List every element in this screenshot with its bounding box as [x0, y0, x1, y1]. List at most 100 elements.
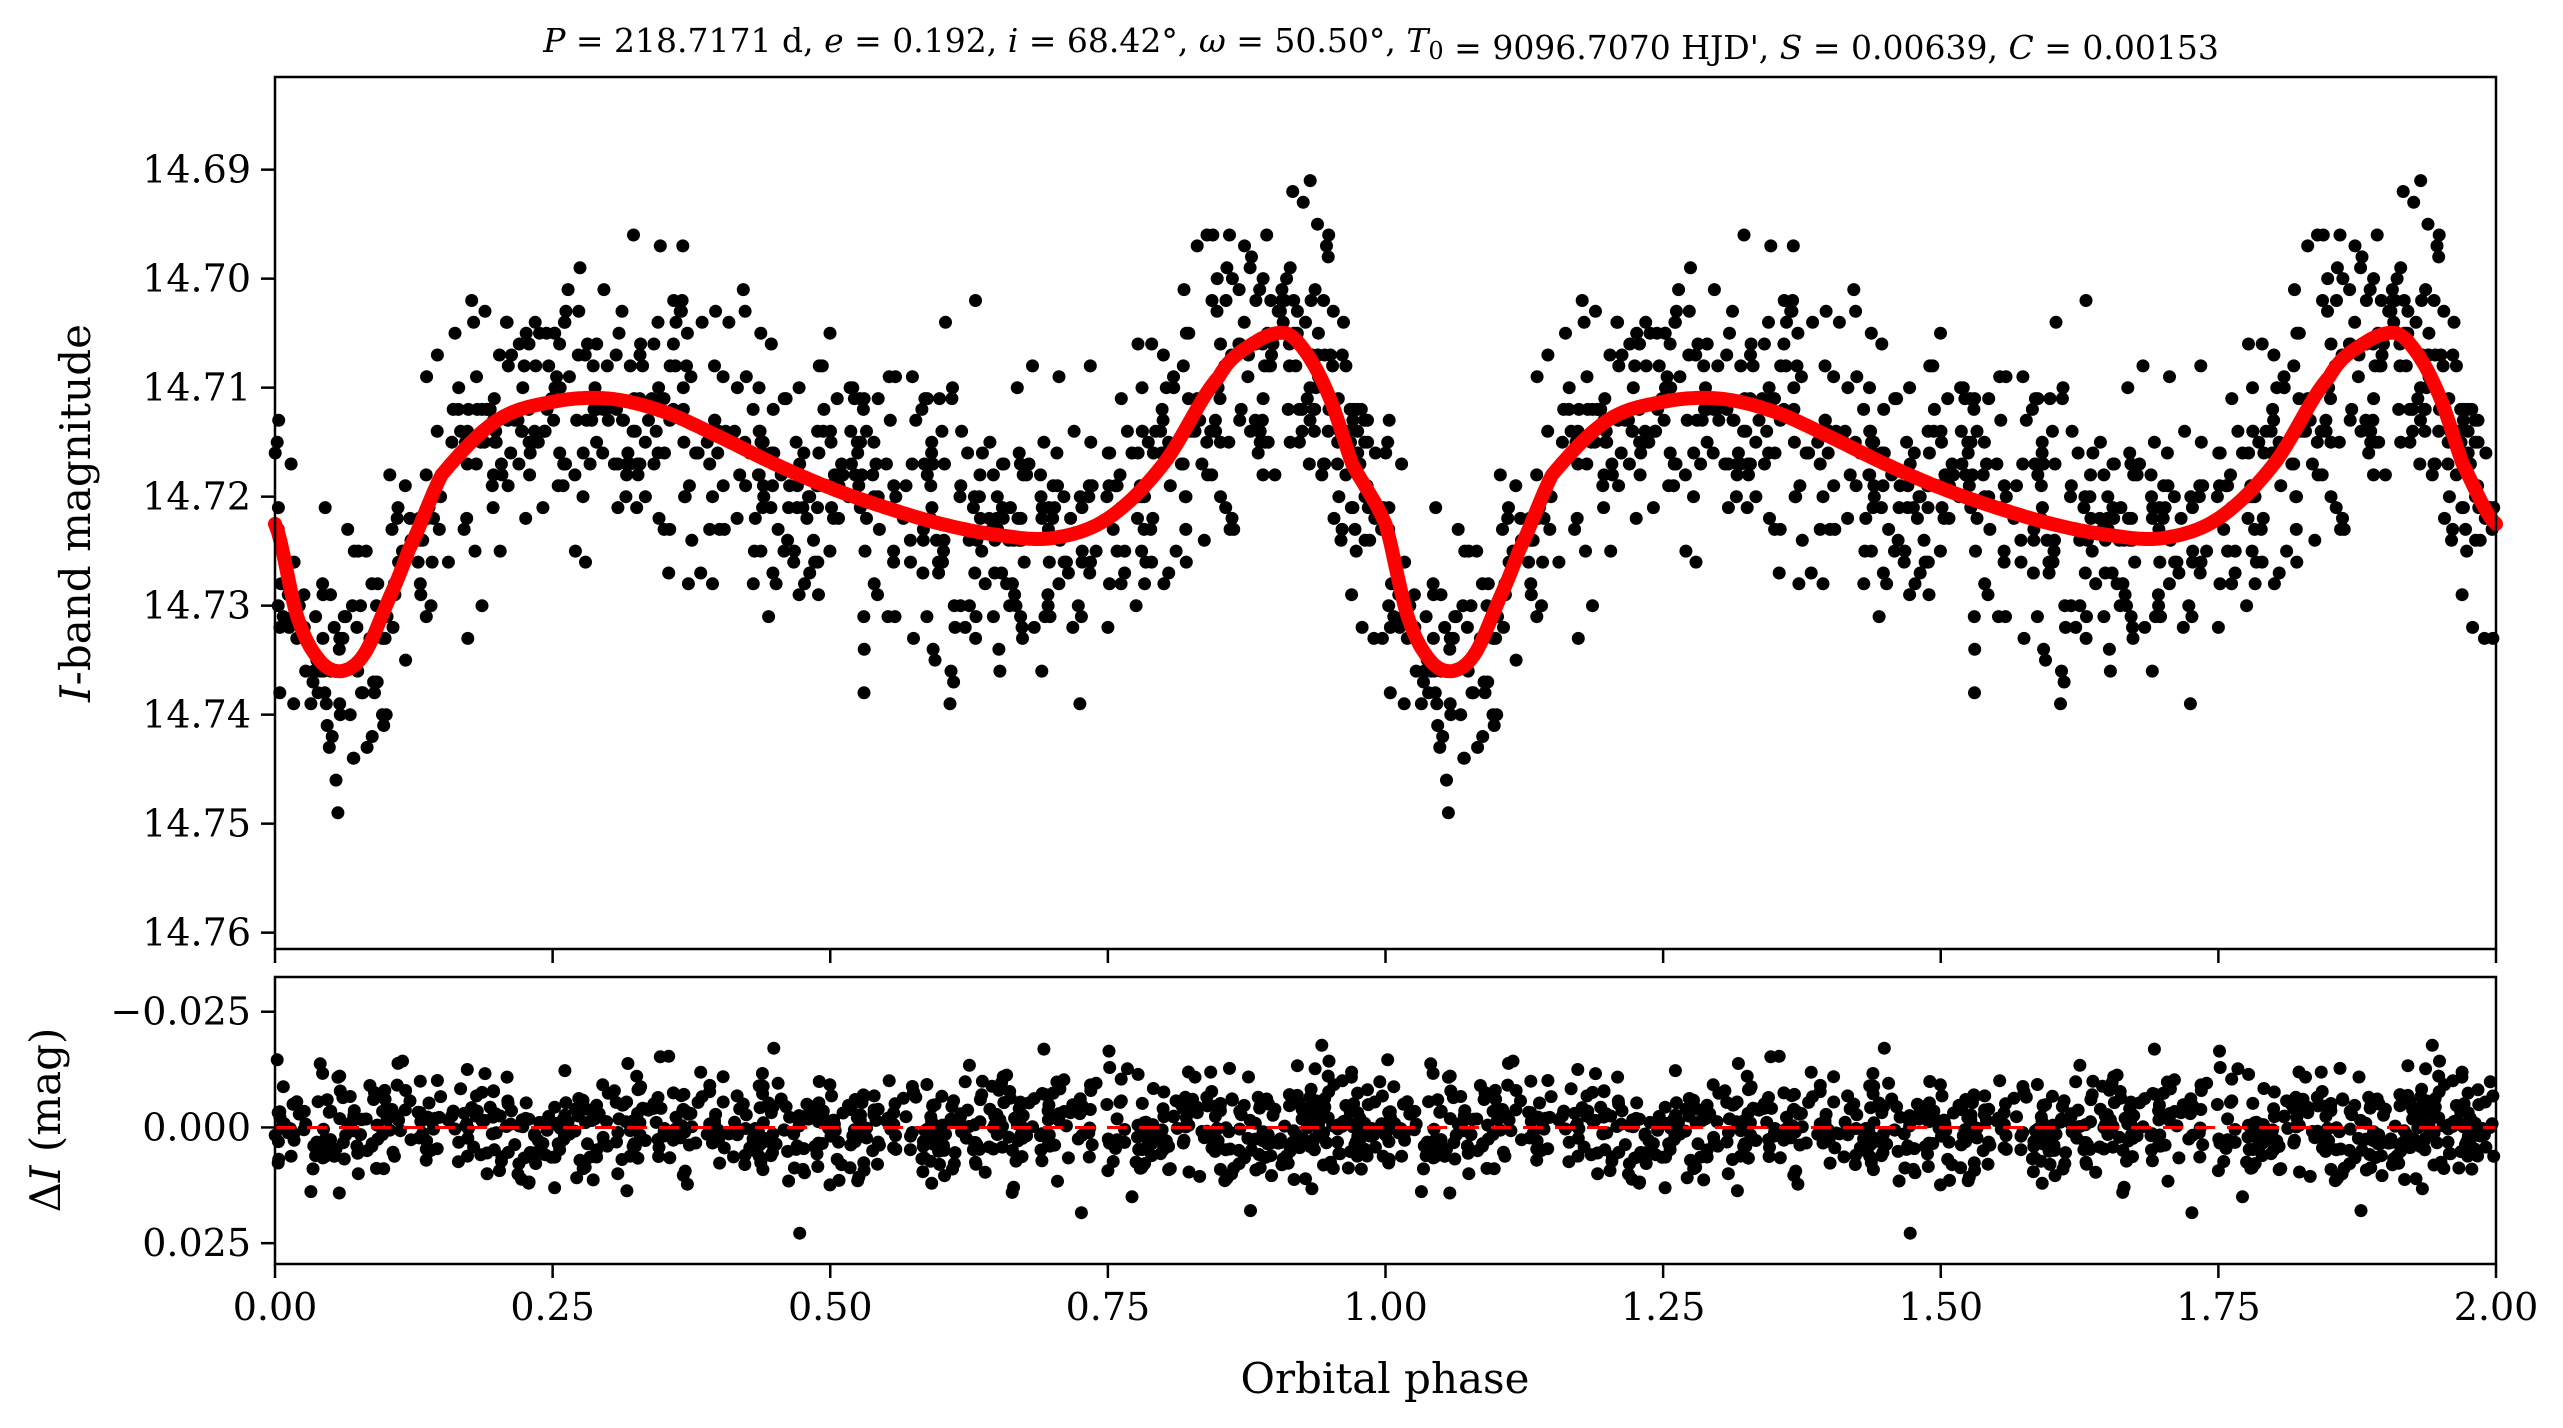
data-point — [2224, 468, 2237, 482]
data-point — [329, 773, 343, 787]
data-point — [2314, 424, 2328, 438]
residual-point — [1038, 1088, 1052, 1101]
residual-point — [1493, 1123, 1507, 1137]
data-point — [905, 457, 919, 471]
residual-point — [1129, 1155, 1143, 1169]
data-point — [1043, 610, 1057, 624]
residual-point — [1332, 1147, 1346, 1160]
data-point — [1487, 719, 1501, 732]
data-point — [636, 359, 650, 373]
residual-point — [796, 1162, 810, 1176]
data-point — [1430, 697, 1444, 711]
data-point — [904, 555, 917, 569]
data-point — [2113, 599, 2127, 613]
data-point — [1014, 610, 1028, 624]
data-point — [1429, 501, 1443, 515]
residual-point — [1646, 1137, 1660, 1150]
residual-point — [480, 1146, 494, 1160]
data-point — [2259, 424, 2273, 438]
data-point — [2031, 468, 2045, 482]
data-point — [528, 435, 542, 449]
residual-point — [2461, 1149, 2475, 1163]
data-point — [2136, 359, 2150, 373]
residual-point — [1633, 1150, 1647, 1164]
data-point — [2267, 348, 2281, 362]
data-point — [848, 468, 862, 482]
data-point — [2031, 392, 2045, 406]
residual-point — [2014, 1143, 2028, 1157]
data-point — [1470, 544, 1484, 558]
data-point — [2118, 588, 2132, 602]
data-point — [781, 533, 795, 547]
residual-point — [2460, 1135, 2474, 1149]
data-point — [703, 457, 717, 471]
residual-point — [2299, 1070, 2312, 1084]
data-point — [1633, 468, 1647, 482]
residual-point — [2152, 1098, 2166, 1112]
residual-point — [1605, 1150, 1619, 1164]
data-point — [1922, 446, 1936, 460]
data-point — [2147, 435, 2161, 449]
data-point — [1976, 468, 1990, 482]
data-point — [2445, 533, 2458, 547]
residual-point — [1082, 1150, 1096, 1164]
data-point — [273, 620, 287, 634]
residual-point — [1875, 1106, 1889, 1120]
residual-point — [522, 1176, 536, 1190]
residual-point — [1322, 1054, 1336, 1068]
data-point — [2367, 468, 2380, 482]
residual-point — [270, 1053, 284, 1067]
residual-point — [975, 1088, 989, 1102]
data-point — [787, 555, 801, 569]
residual-point — [2089, 1165, 2103, 1179]
data-point — [1992, 610, 2005, 624]
residual-point — [1481, 1118, 1495, 1132]
residual-point — [1827, 1070, 1841, 1084]
residual-point — [271, 1106, 285, 1120]
data-point — [612, 326, 626, 340]
data-point — [2454, 402, 2468, 416]
residual-point — [1742, 1083, 1755, 1097]
data-point — [1163, 479, 1177, 493]
residual-point — [1785, 1089, 1799, 1103]
data-point — [452, 381, 466, 395]
residual-point — [2461, 1086, 2475, 1100]
data-point — [887, 479, 901, 493]
residual-point — [548, 1100, 562, 1114]
residual-point — [1591, 1146, 1604, 1160]
residual-point — [1205, 1085, 1219, 1098]
residual-point — [1580, 1089, 1594, 1103]
residual-point — [1762, 1150, 1776, 1163]
residual-point — [1730, 1184, 1744, 1198]
data-point — [576, 490, 590, 504]
data-point — [2035, 446, 2049, 460]
residual-point — [680, 1105, 693, 1119]
residual-point — [757, 1131, 771, 1145]
data-point — [2010, 479, 2023, 493]
residual-point — [947, 1094, 961, 1108]
residual-point — [1921, 1098, 1935, 1112]
data-point — [2047, 544, 2061, 558]
residual-point — [1084, 1078, 1097, 1092]
data-point — [1638, 424, 1652, 438]
data-point — [1303, 174, 1317, 188]
residual-point — [1179, 1118, 1193, 1132]
data-point — [1785, 304, 1799, 318]
data-point — [1791, 326, 1805, 340]
data-point — [2016, 457, 2030, 471]
data-point — [1859, 511, 1873, 525]
data-point — [1678, 468, 1692, 482]
residual-point — [1443, 1069, 1457, 1083]
residual-point — [2064, 1109, 2078, 1123]
data-point — [2192, 490, 2206, 504]
residual-point — [457, 1106, 471, 1120]
data-point — [2246, 424, 2260, 438]
data-point — [365, 730, 379, 743]
data-point — [2160, 446, 2174, 460]
data-point — [390, 511, 404, 525]
data-point — [756, 435, 770, 449]
data-point — [846, 381, 860, 395]
data-point — [1308, 283, 1322, 297]
data-point — [2459, 522, 2472, 536]
data-point — [399, 653, 413, 667]
